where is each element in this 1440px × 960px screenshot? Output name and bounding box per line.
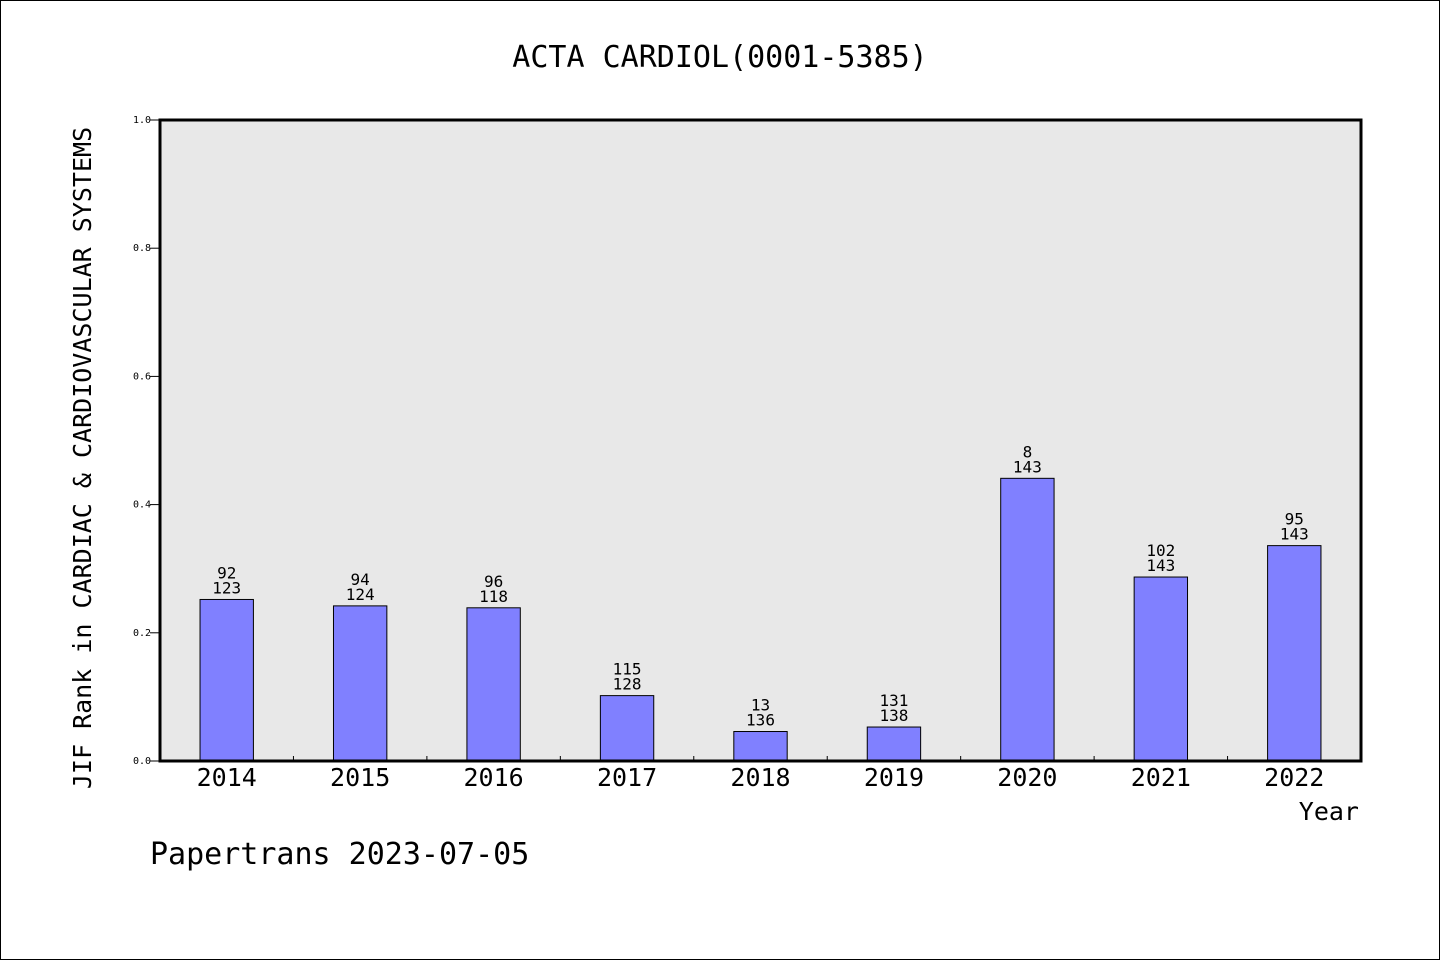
bar-total-label: 136 [746, 711, 775, 730]
bar-2017 [599, 695, 655, 762]
bar-rank-label: 8 [1023, 442, 1033, 461]
x-tick-label: 2014 [197, 763, 257, 792]
x-tick-label: 2022 [1264, 763, 1324, 792]
x-tick-label: 2019 [864, 763, 924, 792]
bar-total-label: 123 [212, 578, 241, 597]
x-tick-label: 2021 [1131, 763, 1191, 792]
bar-rank-label: 92 [217, 563, 236, 582]
bar-total-label: 128 [613, 675, 642, 694]
x-tick-label: 2016 [464, 763, 524, 792]
plot-border [158, 118, 1363, 763]
y-axis-label: JIF Rank in CARDIAC & CARDIOVASCULAR SYS… [68, 127, 97, 789]
y-tick-label: 0.8 [133, 243, 151, 254]
bar-total-label: 143 [1280, 525, 1309, 544]
bar-total-label: 138 [879, 706, 908, 725]
bar-rank-label: 94 [351, 570, 370, 589]
x-axis-label: Year [1299, 797, 1359, 826]
ticks-group: 0.0 0.2 0.4 0.6 0.8 1.0 2014 2015 2016 2017 2018 20… [133, 115, 1324, 792]
bar-2015 [332, 605, 388, 762]
bar-total-label: 118 [479, 587, 508, 606]
bar-rank-label: 102 [1146, 541, 1175, 560]
chart-title: ACTA CARDIOL(0001-5385) [512, 40, 927, 75]
y-tick-label: 0.0 [133, 756, 151, 767]
y-tick-label: 0.2 [133, 628, 151, 639]
x-tick-label: 2015 [330, 763, 390, 792]
x-tick-label: 2018 [730, 763, 790, 792]
bar-total-label: 143 [1146, 556, 1175, 575]
y-tick-label: 0.4 [133, 500, 151, 511]
bar-rank-label: 131 [879, 691, 908, 710]
bar-rank-label: 13 [751, 696, 770, 715]
bar-rank-label: 95 [1285, 510, 1304, 529]
bar-rank-label: 115 [613, 660, 642, 679]
bar-2018 [733, 731, 788, 762]
bar-2019 [866, 726, 922, 762]
x-tick-label: 2017 [597, 763, 657, 792]
y-tick-label: 1.0 [133, 115, 151, 126]
bar-total-label: 143 [1013, 457, 1042, 476]
bar-2016 [466, 607, 521, 762]
bar-2014 [199, 598, 254, 762]
bar-2020 [1000, 477, 1055, 762]
footer-text: Papertrans 2023-07-05 [150, 837, 529, 872]
x-tick-label: 2020 [997, 763, 1057, 792]
bar-2021 [1133, 576, 1189, 762]
bar-rank-label: 96 [484, 572, 503, 591]
bar-2022 [1267, 545, 1322, 762]
y-tick-label: 0.6 [133, 371, 151, 382]
bar-total-label: 124 [346, 585, 375, 604]
